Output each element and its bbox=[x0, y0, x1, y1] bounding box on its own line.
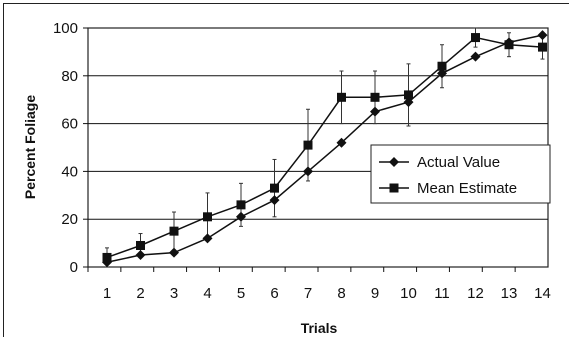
point-mean-estimate-12 bbox=[471, 33, 480, 43]
point-mean-estimate-5 bbox=[236, 200, 246, 210]
point-actual-value-10 bbox=[403, 97, 414, 108]
point-mean-estimate-1 bbox=[102, 252, 112, 262]
y-axis-title: Percent Foliage bbox=[22, 95, 38, 199]
point-mean-estimate-4 bbox=[203, 212, 212, 222]
point-mean-estimate-13 bbox=[504, 40, 514, 50]
point-actual-value-4 bbox=[202, 233, 213, 244]
x-axis-ticks: 1 2 3 4 5 6 7 8 9 10 11 12 13 14 bbox=[87, 267, 551, 302]
x-axis-title: Trials bbox=[301, 320, 338, 336]
y-tick-label-80: 80 bbox=[61, 68, 78, 85]
point-mean-estimate-10 bbox=[404, 90, 413, 100]
legend-marker-square bbox=[389, 183, 399, 193]
x-tick-label-13: 13 bbox=[501, 285, 518, 302]
x-tick-label-5: 5 bbox=[237, 285, 245, 302]
point-actual-value-14 bbox=[537, 30, 548, 41]
point-actual-value-6 bbox=[269, 195, 280, 206]
point-actual-value-11 bbox=[437, 68, 447, 79]
legend: Actual Value Mean Estimate bbox=[370, 144, 551, 204]
series-lines bbox=[106, 34, 543, 263]
point-actual-value-8 bbox=[336, 137, 347, 148]
legend-box bbox=[370, 144, 551, 204]
x-tick-label-11: 11 bbox=[434, 285, 450, 302]
x-tick-label-6: 6 bbox=[270, 285, 278, 302]
point-actual-value-3 bbox=[169, 247, 179, 258]
x-tick-label-4: 4 bbox=[203, 285, 211, 302]
point-mean-estimate-2 bbox=[136, 240, 145, 250]
point-mean-estimate-6 bbox=[270, 183, 279, 193]
point-mean-estimate-9 bbox=[370, 92, 380, 102]
series-line-actual-value bbox=[106, 34, 543, 263]
x-tick-label-1: 1 bbox=[103, 285, 111, 302]
y-tick-label-60: 60 bbox=[61, 116, 78, 133]
y-tick-label-100: 100 bbox=[53, 20, 78, 37]
legend-label-actual-value: Actual Value bbox=[417, 154, 500, 171]
point-mean-estimate-11 bbox=[437, 61, 447, 71]
point-actual-value-12 bbox=[470, 51, 481, 62]
y-tick-label-20: 20 bbox=[61, 211, 78, 228]
point-actual-value-9 bbox=[370, 106, 380, 117]
x-tick-label-10: 10 bbox=[400, 285, 417, 302]
point-actual-value-2 bbox=[135, 250, 146, 261]
x-tick-label-7: 7 bbox=[304, 285, 312, 302]
series-line-mean-estimate bbox=[106, 36, 543, 259]
y-tick-label-40: 40 bbox=[61, 163, 78, 180]
point-actual-value-7 bbox=[303, 166, 313, 177]
x-tick-label-9: 9 bbox=[371, 285, 379, 302]
point-actual-value-5 bbox=[236, 211, 246, 222]
chart-frame bbox=[3, 3, 569, 337]
point-mean-estimate-3 bbox=[169, 226, 179, 236]
point-mean-estimate-8 bbox=[337, 92, 346, 102]
legend-label-mean-estimate: Mean Estimate bbox=[417, 180, 517, 197]
y-axis-ticks: 0 20 40 60 80 100 bbox=[53, 20, 88, 276]
series-markers bbox=[102, 30, 548, 268]
x-tick-label-3: 3 bbox=[170, 285, 178, 302]
legend-marker-diamond bbox=[389, 157, 399, 167]
x-tick-label-12: 12 bbox=[467, 285, 484, 302]
point-mean-estimate-14 bbox=[538, 42, 547, 52]
x-tick-label-14: 14 bbox=[534, 285, 551, 302]
point-mean-estimate-7 bbox=[303, 140, 313, 150]
x-tick-label-8: 8 bbox=[337, 285, 345, 302]
y-tick-label-0: 0 bbox=[70, 259, 78, 276]
x-tick-label-2: 2 bbox=[136, 285, 144, 302]
